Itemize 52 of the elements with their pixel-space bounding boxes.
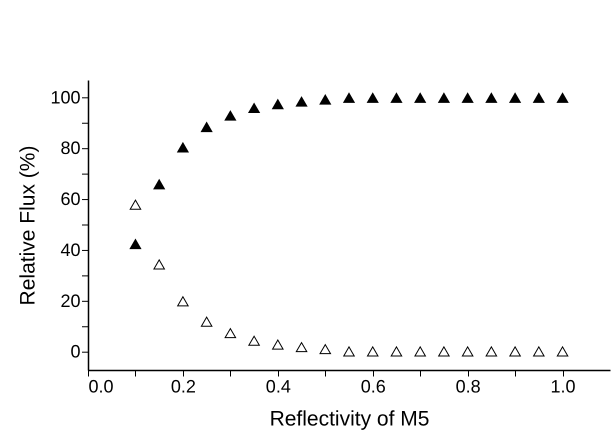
y-tick-label: 40 bbox=[60, 240, 80, 260]
x-axis-title: Reflectivity of M5 bbox=[270, 408, 430, 430]
point bbox=[343, 92, 355, 103]
x-tick-label: 0.4 bbox=[266, 376, 291, 396]
point bbox=[153, 179, 165, 190]
point bbox=[462, 92, 474, 103]
point bbox=[296, 96, 308, 107]
point bbox=[486, 92, 498, 103]
point bbox=[366, 92, 378, 103]
point bbox=[177, 142, 189, 152]
point bbox=[343, 346, 355, 356]
point bbox=[556, 92, 568, 103]
point bbox=[248, 336, 260, 346]
point bbox=[366, 346, 378, 356]
y-tick-label: 20 bbox=[60, 290, 80, 311]
point bbox=[414, 92, 426, 103]
point bbox=[130, 200, 142, 210]
x-tick-label: 0.6 bbox=[360, 376, 386, 396]
point bbox=[200, 316, 212, 327]
x-tick-label: 0.8 bbox=[456, 376, 481, 396]
point bbox=[509, 346, 521, 356]
point bbox=[556, 346, 568, 356]
y-tick-label: 100 bbox=[50, 87, 80, 108]
point bbox=[200, 122, 212, 132]
y-tick-label: 80 bbox=[60, 138, 80, 158]
point bbox=[320, 94, 332, 105]
point bbox=[130, 239, 142, 250]
point bbox=[390, 92, 402, 103]
point bbox=[177, 296, 189, 306]
point bbox=[438, 346, 450, 356]
point bbox=[153, 259, 165, 270]
point bbox=[462, 346, 474, 356]
point bbox=[224, 328, 236, 338]
point bbox=[272, 340, 284, 350]
point bbox=[533, 92, 545, 103]
y-axis-title: Relative Flux (%) bbox=[16, 146, 40, 306]
point bbox=[438, 92, 450, 103]
point bbox=[248, 102, 260, 114]
x-tick-label: 0.2 bbox=[170, 376, 196, 396]
point bbox=[272, 99, 284, 110]
y-tick-label: 60 bbox=[60, 189, 80, 210]
point bbox=[296, 342, 308, 352]
x-tick-label: 1.0 bbox=[550, 376, 576, 396]
point bbox=[224, 110, 236, 121]
point bbox=[320, 344, 332, 354]
point bbox=[486, 346, 498, 356]
x-tick-label: 0.0 bbox=[88, 376, 114, 396]
y-tick-label: 0 bbox=[70, 342, 80, 362]
point bbox=[533, 346, 545, 356]
point bbox=[414, 346, 426, 356]
point bbox=[390, 346, 402, 356]
point bbox=[509, 92, 521, 103]
